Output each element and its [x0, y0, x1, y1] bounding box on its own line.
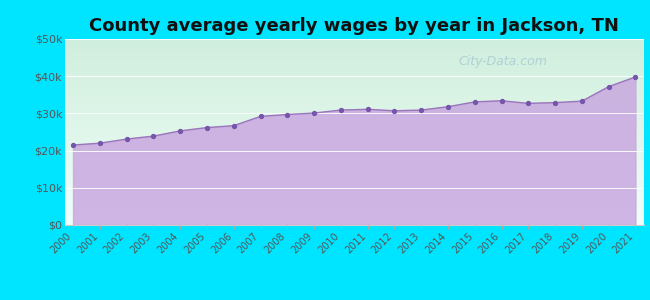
Point — [603, 84, 614, 89]
Point — [335, 108, 346, 112]
Point — [68, 142, 78, 147]
Point — [95, 141, 105, 146]
Point — [282, 112, 293, 117]
Point — [229, 123, 239, 128]
Point — [255, 114, 266, 119]
Point — [416, 108, 426, 112]
Point — [523, 101, 534, 106]
Point — [122, 137, 132, 142]
Text: City-Data.com: City-Data.com — [458, 55, 547, 68]
Point — [497, 98, 507, 103]
Point — [148, 134, 159, 139]
Title: County average yearly wages by year in Jackson, TN: County average yearly wages by year in J… — [89, 17, 619, 35]
Point — [175, 128, 185, 133]
Point — [469, 100, 480, 104]
Point — [577, 99, 587, 103]
Point — [630, 74, 641, 79]
Point — [550, 100, 560, 105]
Point — [443, 104, 453, 109]
Point — [363, 107, 373, 112]
Point — [389, 108, 400, 113]
Point — [309, 111, 319, 116]
Point — [202, 125, 212, 130]
